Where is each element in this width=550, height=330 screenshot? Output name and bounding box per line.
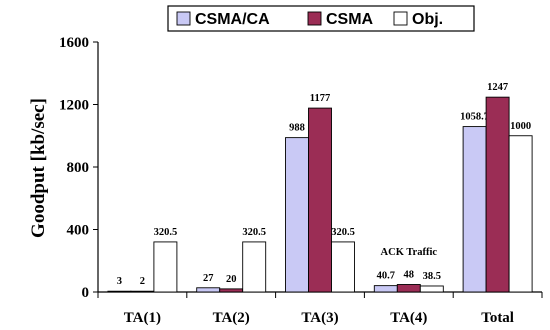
bar	[485, 96, 510, 293]
y-tick-label: 800	[67, 160, 90, 176]
bar	[308, 107, 332, 293]
x-tick-label: TA(3)	[301, 310, 338, 326]
data-label: 988	[289, 123, 305, 134]
data-label: 20	[226, 274, 237, 285]
legend-swatch	[307, 11, 322, 26]
data-label: 27	[203, 273, 214, 284]
bar	[419, 285, 444, 293]
bar	[107, 290, 132, 293]
bar	[219, 288, 244, 293]
data-label: 320.5	[154, 227, 178, 238]
x-tick-label: TA(4)	[390, 310, 427, 326]
plot-area: 0 400 800 1200 1600 TA(1) TA(2) TA(3) TA(4) Total…	[59, 35, 543, 326]
data-label: 2	[140, 276, 145, 287]
y-tick-label: 1600	[59, 35, 89, 51]
bar	[396, 284, 421, 293]
bar	[196, 287, 221, 293]
y-tick-label: 1200	[59, 98, 89, 114]
legend-entry-label: CSMA	[326, 11, 374, 28]
x-tick-label: TA(1)	[124, 310, 161, 326]
legend-swatch	[176, 11, 191, 26]
bar	[153, 241, 178, 293]
annotation-label: ACK Traffic	[381, 247, 438, 258]
bar	[508, 135, 533, 293]
bar	[130, 290, 155, 293]
legend: CSMA/CA CSMA Obj.	[167, 5, 475, 32]
bar	[373, 285, 398, 293]
bar	[285, 137, 309, 293]
x-tick-label: TA(2)	[213, 310, 250, 326]
data-label: 320.5	[242, 227, 266, 238]
data-label: 1000	[510, 121, 531, 132]
legend-entry-label: Obj.	[412, 11, 443, 28]
data-label: 48	[404, 270, 415, 281]
data-label: 40.7	[377, 271, 395, 282]
y-tick-label: 0	[82, 285, 90, 301]
x-tick-label: Total	[481, 310, 514, 326]
legend-swatch	[393, 11, 408, 26]
y-tick-label: 400	[67, 223, 90, 239]
bar	[242, 241, 267, 293]
bar	[331, 241, 355, 293]
data-label: 1247	[487, 82, 508, 93]
legend-entry-label: CSMA/CA	[195, 11, 270, 28]
data-label: 320.5	[331, 227, 355, 238]
data-label: 1058.7	[460, 112, 489, 123]
data-label: 3	[117, 276, 122, 287]
y-axis-title: Goodput [kb/sec]	[28, 98, 49, 238]
bar	[462, 126, 487, 293]
data-label: 1177	[310, 93, 330, 104]
data-label: 38.5	[423, 271, 441, 282]
